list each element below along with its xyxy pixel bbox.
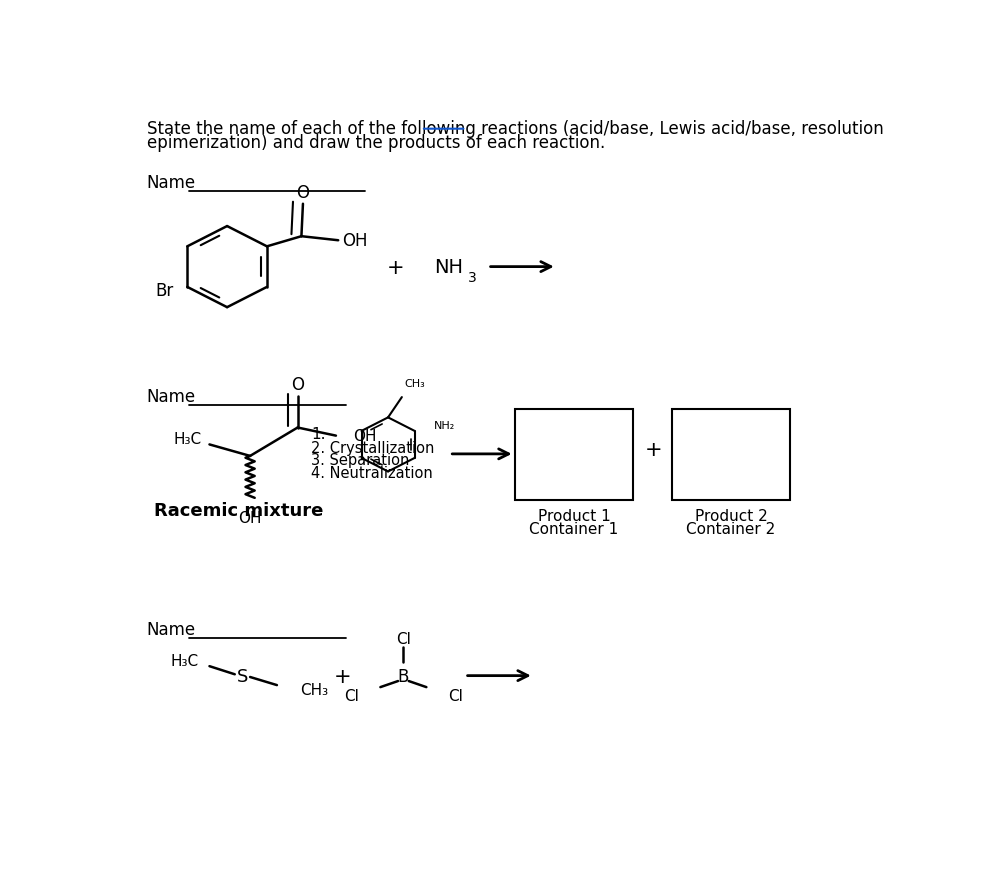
Text: Product 1: Product 1 [538,509,610,524]
Text: H₃C: H₃C [171,653,199,668]
Bar [514,409,633,500]
Text: 3: 3 [468,270,477,284]
Text: Name: Name [146,388,196,406]
Text: S: S [236,667,248,685]
Text: State the name of each of the following reactions (acid/base, Lewis acid/base, r: State the name of each of the following … [146,120,883,138]
Text: +: + [387,257,405,277]
Text: 1.: 1. [312,426,326,442]
Text: CH₃: CH₃ [405,379,425,389]
Text: Container 1: Container 1 [529,522,618,537]
Text: Name: Name [146,174,196,192]
Text: O: O [291,375,304,393]
Text: +: + [333,666,351,686]
Text: Cl: Cl [448,688,463,703]
Text: O: O [297,183,310,202]
Text: CH₃: CH₃ [300,682,328,697]
Text: OH: OH [342,232,368,250]
Text: Name: Name [146,621,196,638]
Text: Cl: Cl [396,631,410,646]
Text: NH₂: NH₂ [434,421,455,431]
Text: epimerization) and draw the products of each reaction.: epimerization) and draw the products of … [146,133,605,152]
Text: Racemic mixture: Racemic mixture [154,502,323,519]
Text: Container 2: Container 2 [686,522,775,537]
Text: 2. Crystallization: 2. Crystallization [312,440,435,455]
Text: H₃C: H₃C [174,431,202,446]
Text: B: B [398,667,409,685]
Text: OH: OH [238,510,262,525]
Text: Cl: Cl [344,688,359,703]
Text: 4. Neutralization: 4. Neutralization [312,466,433,481]
Text: NH: NH [434,258,463,277]
Text: OH: OH [353,429,376,444]
Text: Product 2: Product 2 [694,509,767,524]
Text: Br: Br [155,282,173,299]
Bar [672,409,790,500]
Text: +: + [645,439,663,460]
Text: 3. Separation: 3. Separation [312,453,409,468]
